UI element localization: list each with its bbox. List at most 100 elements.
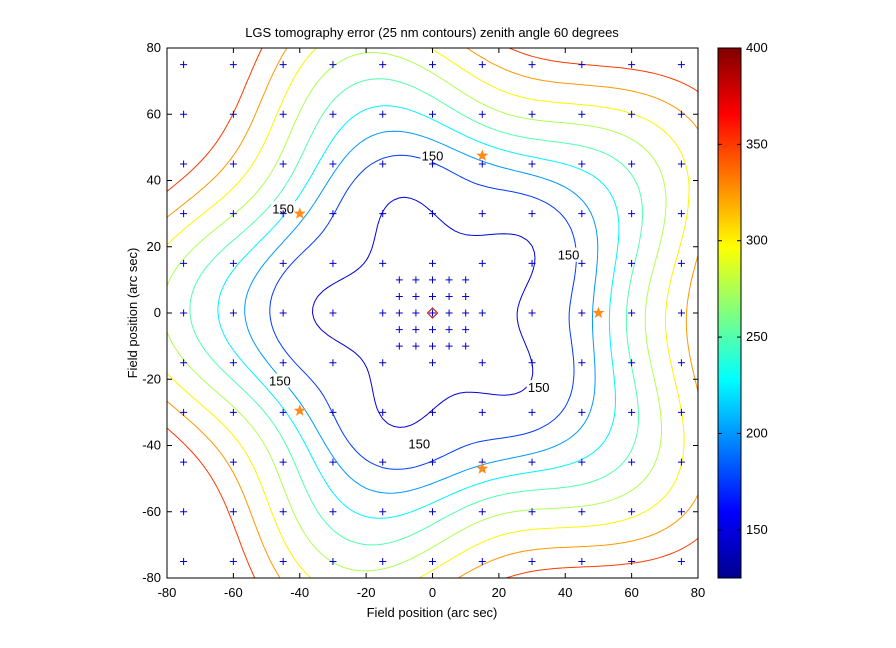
grid-point: [379, 61, 387, 69]
grid-point: [379, 259, 387, 267]
grid-point: [180, 110, 188, 118]
grid-point: [429, 259, 436, 267]
grid-point: [478, 508, 486, 516]
contour-level-250: [189, 78, 644, 546]
grid-point: [329, 508, 337, 516]
y-tick-label: 40: [147, 173, 161, 188]
contour-label-bg: [271, 201, 296, 216]
y-axis-ticks: -80 -60 -40 -20 0 20 40 60 80: [142, 40, 698, 585]
grid-point: [429, 458, 436, 466]
grid-point: [528, 110, 536, 118]
contour-level-175: [269, 154, 577, 470]
grid-point: [628, 458, 636, 466]
grid-point: [180, 508, 188, 516]
grid-point: [329, 259, 337, 267]
grid-point: [578, 458, 586, 466]
x-tick-label: 0: [429, 585, 436, 600]
colorbar-ticks: 150 200 250 300 350 400: [718, 40, 768, 537]
grid-point: [229, 61, 237, 69]
grid-point: [578, 508, 586, 516]
grid-point: [329, 61, 337, 69]
grid-point: [628, 61, 636, 69]
grid-point: [677, 259, 685, 267]
grid-point: [395, 309, 403, 317]
grid-point: [578, 110, 586, 118]
grid-point: [180, 61, 188, 69]
grid-point: [180, 210, 188, 218]
grid-point: [628, 259, 636, 267]
grid-point: [578, 359, 586, 367]
grid-point: [395, 326, 403, 334]
grid-point: [379, 508, 387, 516]
grid-point: [429, 210, 436, 218]
grid-point: [379, 458, 387, 466]
colorbar-tick-label: 400: [746, 40, 768, 55]
center-diamond: [426, 307, 439, 319]
grid-point: [462, 292, 470, 300]
grid-point: [229, 110, 237, 118]
grid-point: [478, 359, 486, 367]
grid-point: [279, 309, 287, 317]
grid-point: [578, 160, 586, 168]
grid-point: [528, 160, 536, 168]
y-tick-label: 80: [147, 40, 161, 55]
grid-point: [429, 160, 436, 168]
grid-point: [329, 210, 337, 218]
grid-point: [379, 160, 387, 168]
grid-point: [628, 210, 636, 218]
grid-point: [429, 508, 436, 516]
y-tick-label: -40: [142, 438, 161, 453]
grid-point: [395, 342, 403, 350]
grid-point: [329, 557, 337, 565]
contour-label-bg: [407, 436, 432, 451]
grid-point: [279, 458, 287, 466]
grid-point: [429, 309, 436, 317]
grid-point: [462, 326, 470, 334]
grid-point: [229, 359, 237, 367]
grid-point: [677, 359, 685, 367]
grid-point: [677, 61, 685, 69]
grid-point: [379, 359, 387, 367]
grid-point: [180, 458, 188, 466]
grid-point: [528, 458, 536, 466]
contour-label-bg: [526, 380, 551, 395]
x-tick-label: 40: [558, 585, 572, 600]
grid-point: [279, 557, 287, 565]
contour-level-350: [166, 47, 699, 579]
grid-point: [445, 276, 453, 284]
grid-point: [229, 210, 237, 218]
grid-point: [229, 557, 237, 565]
center-marker: [426, 307, 439, 319]
grid-point: [329, 110, 337, 118]
grid-point: [229, 408, 237, 416]
grid-point: [329, 160, 337, 168]
grid-point: [229, 458, 237, 466]
grid-point: [279, 508, 287, 516]
contour-level-150: [312, 196, 536, 428]
contour-level-225: [217, 105, 620, 519]
y-tick-label: -20: [142, 371, 161, 386]
contour-lines: [166, 47, 699, 579]
contour-level-300: [166, 47, 690, 579]
colorbar-tick-label: 250: [746, 329, 768, 344]
x-tick-label: -60: [224, 585, 243, 600]
grid-point: [429, 292, 436, 300]
x-tick-label: -20: [357, 585, 376, 600]
grid-point: [578, 557, 586, 565]
lgs-star: [592, 306, 605, 319]
grid-point: [429, 276, 436, 284]
grid-point: [429, 359, 436, 367]
contour-label-bg: [556, 247, 581, 262]
x-axis-label: Field position (arc sec): [367, 605, 498, 620]
contour-label-bg: [267, 373, 292, 388]
grid-point: [180, 408, 188, 416]
contour-label: 150: [422, 148, 444, 163]
grid-point: [180, 557, 188, 565]
grid-point: [528, 61, 536, 69]
y-tick-label: -80: [142, 570, 161, 585]
y-tick-label: 60: [147, 106, 161, 121]
grid-point: [478, 160, 486, 168]
grid-point: [528, 508, 536, 516]
grid-point: [528, 557, 536, 565]
grid-point: [578, 259, 586, 267]
